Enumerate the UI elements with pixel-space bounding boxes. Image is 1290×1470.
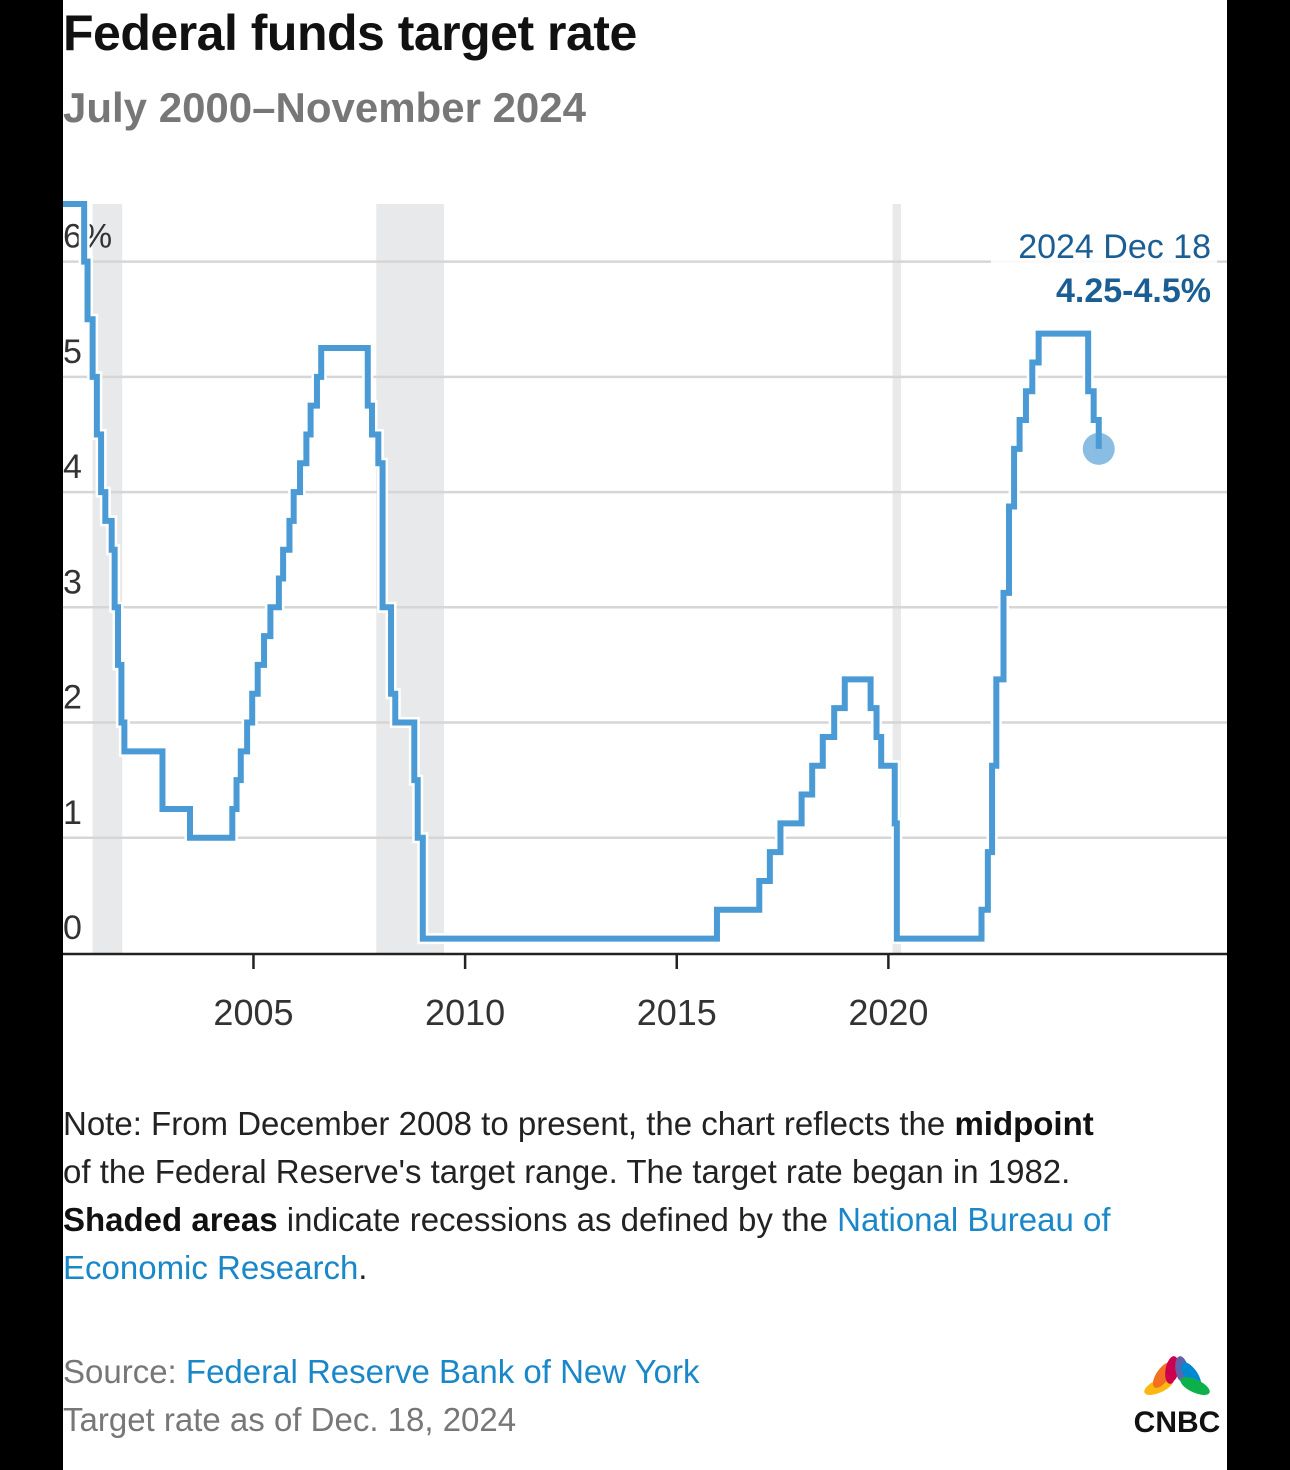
shaded-areas-emphasis: Shaded areas	[63, 1201, 278, 1238]
x-tick-label: 2020	[848, 992, 928, 1033]
note-paragraph: Note: From December 2008 to present, the…	[63, 1100, 1123, 1196]
chart-subtitle: July 2000–November 2024	[63, 84, 587, 131]
annotation-date-label: 2024 Dec 18	[1018, 228, 1211, 266]
as-of-line: Target rate as of Dec. 18, 2024	[63, 1401, 517, 1438]
chart-notes: Note: From December 2008 to present, the…	[63, 1100, 1123, 1292]
cnbc-wordmark: CNBC	[1134, 1406, 1221, 1436]
shaded-areas-paragraph: Shaded areas indicate recessions as defi…	[63, 1196, 1123, 1292]
source-link[interactable]: Federal Reserve Bank of New York	[185, 1353, 700, 1390]
source-prefix: Source:	[63, 1353, 186, 1390]
y-tick-label: 3	[63, 563, 82, 601]
shaded-areas-text: indicate recessions as defined by the	[277, 1201, 838, 1238]
recession-band-3	[892, 204, 902, 953]
source-line: Source: Federal Reserve Bank of New York	[63, 1348, 700, 1396]
annotation-group: 2024 Dec 18 4.25-4.5%	[991, 222, 1217, 465]
rate-line-halo	[63, 198, 1105, 945]
x-tick-label: 2005	[213, 992, 293, 1033]
feather-green	[1180, 1377, 1210, 1395]
annotation-background	[991, 222, 1217, 312]
peacock-body	[1172, 1379, 1182, 1397]
y-tick-label: 0	[63, 909, 82, 947]
rate-line	[63, 201, 1102, 942]
chart-panel: Federal funds target rate July 2000–Nove…	[63, 0, 1227, 1470]
annotation-value-label: 4.25-4.5%	[1056, 272, 1211, 310]
x-axis-group: 2005 2010 2015 2020	[63, 952, 1227, 1033]
nber-link[interactable]: National Bureau of Economic Research	[63, 1201, 1111, 1286]
y-tick-label: 2	[63, 679, 82, 717]
peacock-icon	[1144, 1356, 1210, 1397]
latest-rate-marker	[1082, 432, 1115, 465]
y-tick-label: 4	[63, 448, 82, 486]
cnbc-logo: CNBC	[1134, 1356, 1221, 1436]
note-midpoint-emphasis: midpoint	[954, 1105, 1094, 1142]
note-text-1: Note: From December 2008 to present, the…	[63, 1105, 946, 1142]
source-block: Source: Federal Reserve Bank of New York…	[63, 1348, 700, 1444]
x-tick-label: 2015	[637, 992, 717, 1033]
shaded-areas-period: .	[358, 1249, 368, 1286]
note-text-2: of the Federal Reserve's target range. T…	[63, 1153, 1071, 1190]
y-tick-label: 5	[63, 333, 82, 371]
y-tick-label: 1	[63, 794, 82, 832]
chart-title: Federal funds target rate	[63, 5, 637, 61]
x-tick-label: 2010	[425, 992, 505, 1033]
rate-series-group	[63, 198, 1105, 945]
